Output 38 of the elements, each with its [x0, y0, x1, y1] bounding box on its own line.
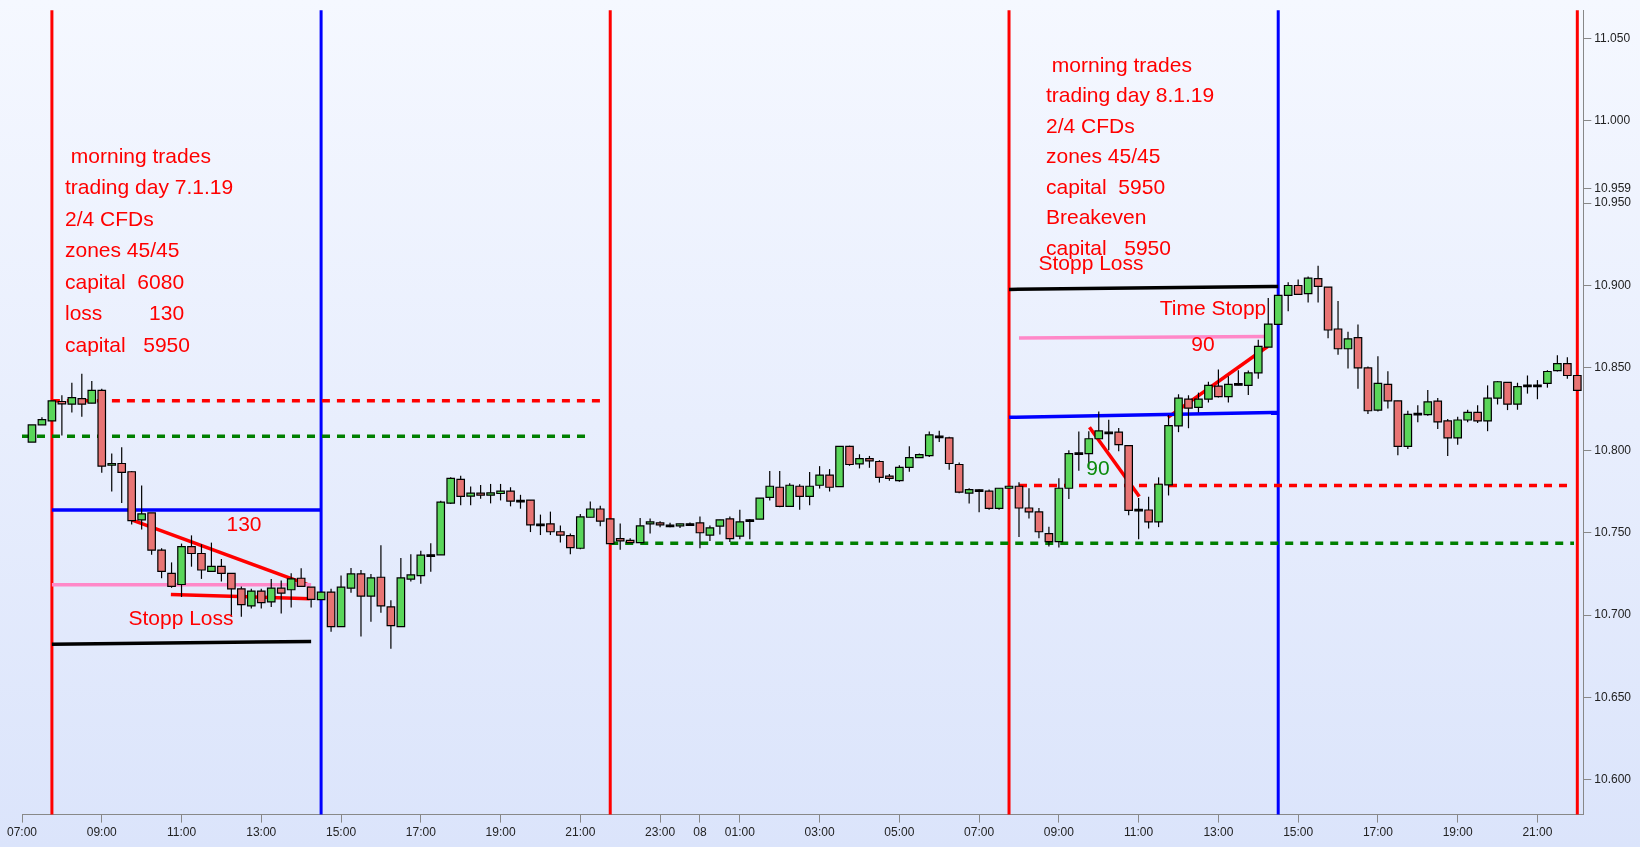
- x-tick-label: 07:00: [964, 825, 995, 840]
- x-tick-label: 23:00: [645, 825, 676, 840]
- x-tick-label: 09:00: [86, 825, 118, 840]
- x-tick-label: 11:00: [1124, 825, 1154, 840]
- x-tick-label: 09:00: [1043, 825, 1075, 840]
- x-tick-label: 05:00: [884, 825, 915, 840]
- y-tick-label: 10.800: [1594, 442, 1632, 457]
- x-tick-label: 13:00: [1203, 825, 1234, 840]
- x-tick-label: 11:00: [166, 825, 197, 840]
- x-tick-label: 17:00: [1362, 825, 1394, 840]
- y-tick-label: 10.900: [1594, 277, 1632, 292]
- annotation: Time Stopp: [1159, 295, 1267, 319]
- y-tick-label: 10.850: [1594, 360, 1632, 375]
- y-tick-label: 10.959: [1594, 180, 1632, 195]
- annotation: Stopp Loss: [128, 605, 234, 629]
- x-tick-label: 17:00: [405, 825, 437, 840]
- x-tick-label: 13:00: [246, 825, 277, 840]
- x-tick-label: 19:00: [1442, 825, 1474, 840]
- y-tick-label: 10.950: [1594, 195, 1632, 210]
- x-tick-label: 21:00: [1522, 825, 1553, 840]
- x-tick-label: 21:00: [565, 825, 596, 840]
- annotation: 130: [226, 511, 262, 535]
- y-tick-label: 11.050: [1594, 30, 1631, 45]
- x-tick-label: 15:00: [1283, 825, 1314, 840]
- y-tick-label: 11.000: [1594, 112, 1631, 127]
- x-tick-label: 19:00: [485, 825, 516, 840]
- x-tick-label: 08: [693, 825, 707, 840]
- annotation: morning trades trading day 7.1.19 2/4 CFDs zones 45/45 capital 6080 loss 130 capital 5950: [65, 143, 234, 356]
- y-tick-label: 10.700: [1594, 607, 1632, 622]
- x-tick-label: 15:00: [326, 825, 357, 840]
- y-tick-label: 10.750: [1594, 525, 1632, 540]
- y-tick-label: 10.650: [1594, 689, 1632, 704]
- annotation: 90: [1086, 455, 1110, 479]
- x-tick-label: 03:00: [804, 825, 835, 840]
- annotation: 90: [1191, 331, 1215, 355]
- y-tick-label: 10.600: [1594, 772, 1632, 787]
- x-tick-label: 07:00: [6, 825, 38, 840]
- x-tick-label: 01:00: [724, 825, 756, 840]
